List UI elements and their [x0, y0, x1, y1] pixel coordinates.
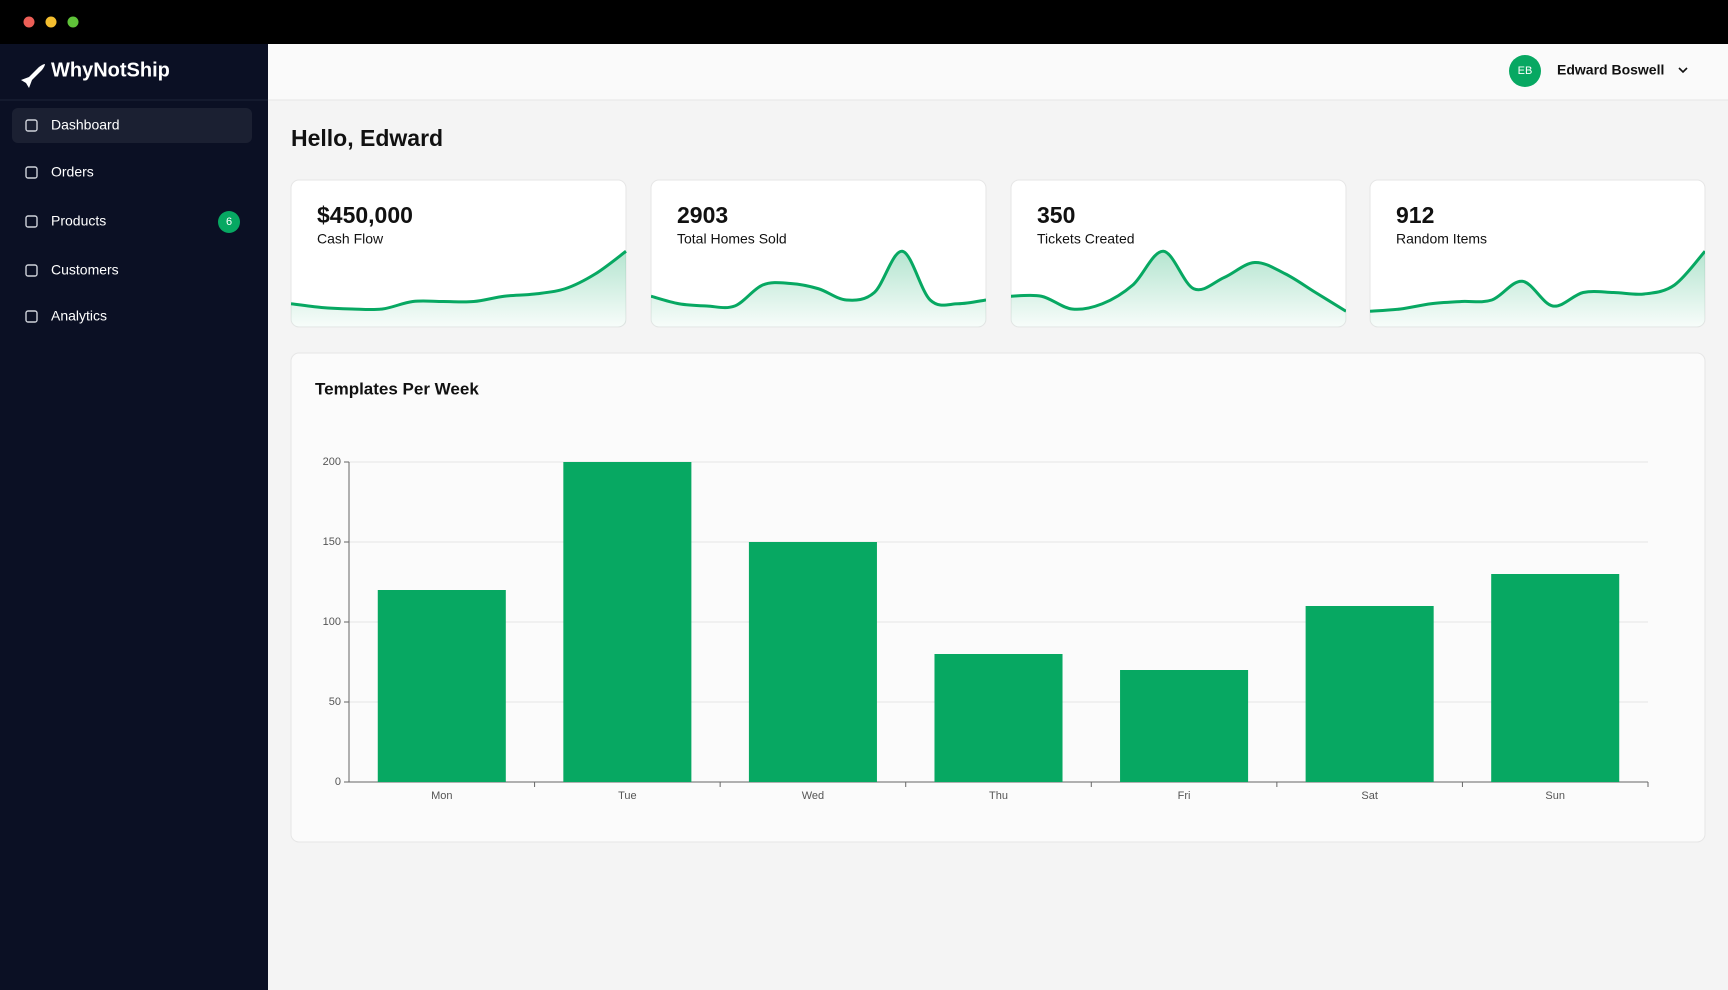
sparkline-area [1370, 251, 1705, 327]
brand: WhyNotShip [51, 59, 170, 81]
stat-label: Total Homes Sold [677, 231, 787, 247]
y-tick-label: 200 [323, 456, 341, 468]
nav-active [12, 108, 252, 143]
maximize-button[interactable] [67, 16, 79, 28]
y-tick-label: 100 [323, 616, 341, 628]
x-tick-label: Sun [1545, 790, 1565, 802]
bar [377, 590, 506, 782]
y-tick-label: 50 [329, 696, 341, 708]
x-tick-label: Mon [431, 790, 452, 802]
bar [748, 542, 877, 782]
header [268, 44, 1728, 100]
stat-label: Random Items [1396, 231, 1487, 247]
sparkline [1011, 249, 1346, 313]
sparkline-area [291, 251, 626, 327]
sidebar [0, 44, 268, 990]
window-bar [0, 0, 1728, 44]
bar [1305, 606, 1434, 782]
nav-icon [25, 166, 38, 179]
bar [1120, 670, 1249, 782]
sparkline [291, 250, 627, 312]
sparkline [1370, 250, 1705, 313]
nav-item[interactable]: Analytics [51, 308, 107, 324]
sparkline [651, 249, 986, 310]
x-tick-label: Sat [1361, 790, 1378, 802]
bar [563, 462, 692, 782]
nav-icon [25, 264, 38, 277]
nav-item[interactable]: Orders [51, 164, 94, 180]
x-tick-label: Fri [1178, 790, 1191, 802]
stat-value: 2903 [677, 202, 728, 228]
chart-title: Templates Per Week [315, 379, 479, 398]
logo-icon [21, 64, 45, 88]
y-tick-label: 0 [335, 776, 341, 788]
nav-item[interactable]: Products [51, 213, 106, 229]
stat-value: $450,000 [317, 202, 413, 228]
x-tick-label: Thu [989, 790, 1008, 802]
nav-item[interactable]: Dashboard [51, 117, 120, 133]
nav-badge [218, 211, 240, 233]
bar [934, 654, 1063, 782]
bar [1491, 574, 1620, 782]
stat-label: Cash Flow [317, 231, 384, 247]
close-button[interactable] [23, 16, 35, 28]
nav-icon [25, 215, 38, 228]
nav-item[interactable]: Customers [51, 262, 119, 278]
nav-icon [25, 119, 38, 132]
stat-label: Tickets Created [1037, 231, 1135, 247]
nav-icon [25, 310, 38, 323]
avatar[interactable] [1509, 55, 1541, 87]
sparkline-area [1011, 251, 1346, 327]
x-tick-label: Tue [618, 790, 637, 802]
stat-value: 350 [1037, 202, 1075, 228]
y-tick-label: 150 [323, 536, 341, 548]
minimize-button[interactable] [45, 16, 57, 28]
greeting: Hello, Edward [291, 125, 443, 151]
user-name[interactable]: Edward Boswell [1557, 62, 1664, 78]
user-menu-chevron[interactable] [1678, 67, 1688, 74]
nav-badge-count: 6 [226, 216, 232, 228]
x-tick-label: Wed [802, 790, 824, 802]
avatar-initials: EB [1518, 65, 1533, 77]
stat-value: 912 [1396, 202, 1434, 228]
